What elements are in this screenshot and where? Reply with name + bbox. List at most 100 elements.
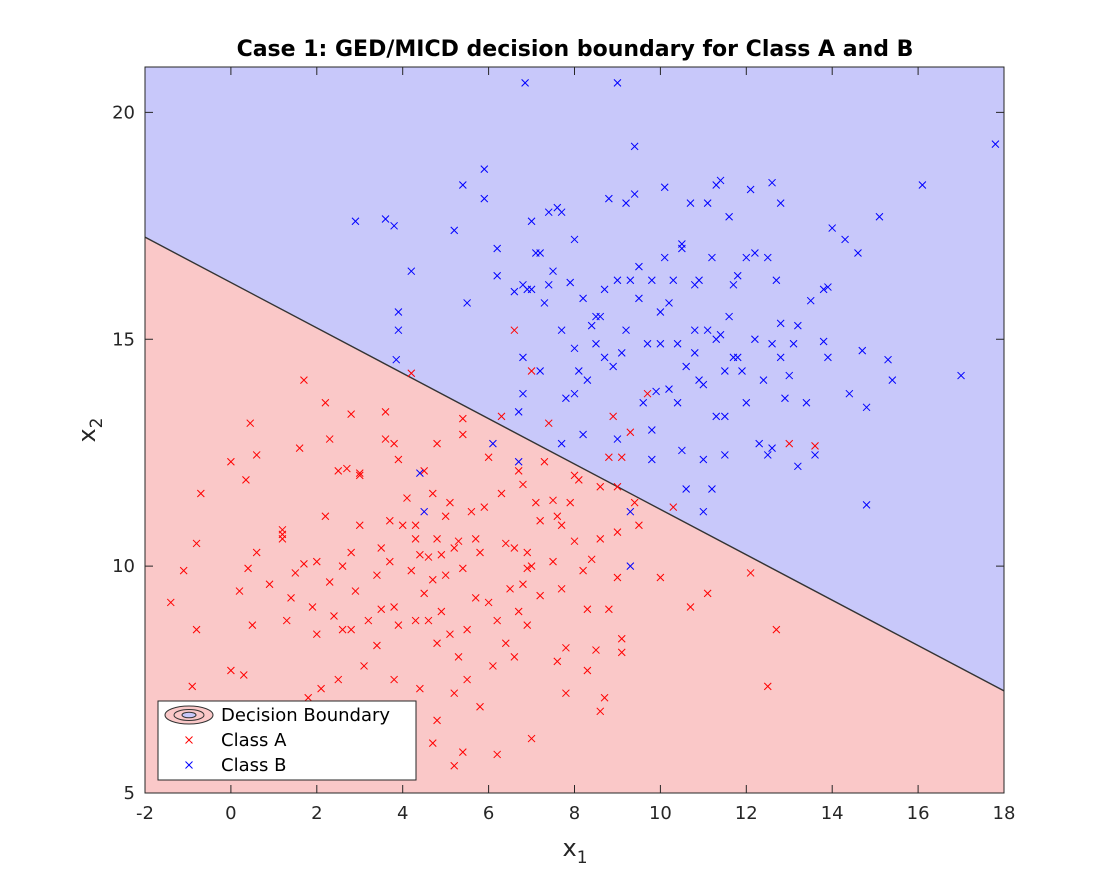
class-b-point bbox=[708, 253, 716, 262]
class-b-point bbox=[493, 244, 502, 253]
class-b-point bbox=[587, 321, 596, 330]
class-a-point bbox=[334, 466, 343, 475]
legend: Decision Boundary Class A Class B bbox=[157, 700, 417, 781]
class-a-point bbox=[385, 557, 394, 566]
class-a-point bbox=[458, 748, 467, 757]
class-b-point bbox=[776, 319, 785, 328]
class-a-point bbox=[484, 598, 493, 607]
class-b-point bbox=[768, 444, 776, 453]
class-b-point bbox=[751, 249, 759, 257]
class-a-point bbox=[373, 571, 381, 580]
class-b-point bbox=[703, 199, 712, 207]
class-b-point bbox=[854, 249, 862, 257]
class-b-point bbox=[519, 389, 527, 398]
class-b-point bbox=[600, 285, 609, 294]
class-a-point bbox=[493, 750, 502, 759]
x-tick-label: 8 bbox=[569, 803, 580, 824]
class-a-point bbox=[428, 489, 437, 498]
class-a-point bbox=[617, 634, 626, 643]
class-a-point bbox=[454, 537, 463, 546]
class-b-point bbox=[609, 362, 618, 371]
class-a-point bbox=[613, 528, 622, 536]
class-b-point bbox=[579, 294, 587, 303]
class-b-point bbox=[768, 339, 776, 348]
class-a-point bbox=[347, 625, 356, 634]
class-a-point bbox=[785, 439, 794, 448]
class-b-point bbox=[592, 339, 600, 348]
class-a-point bbox=[312, 557, 321, 566]
class-a-point bbox=[364, 616, 373, 625]
class-a-point bbox=[596, 707, 605, 716]
class-a-point bbox=[242, 476, 250, 484]
class-b-point bbox=[957, 371, 965, 380]
class-b-point bbox=[622, 199, 630, 207]
class-a-point bbox=[510, 326, 519, 335]
class-a-point bbox=[458, 430, 467, 439]
class-a-point bbox=[437, 607, 446, 616]
class-a-point bbox=[471, 594, 480, 602]
class-b-point bbox=[407, 267, 416, 276]
class-b-point bbox=[536, 367, 544, 375]
class-a-point bbox=[235, 587, 244, 595]
class-a-point bbox=[300, 376, 308, 384]
class-b-point bbox=[699, 455, 708, 464]
x-tick-label: 12 bbox=[735, 803, 758, 824]
class-b-point bbox=[991, 140, 1000, 148]
class-a-point bbox=[613, 573, 622, 582]
class-a-point bbox=[312, 630, 321, 639]
x-tick-label: 10 bbox=[649, 803, 672, 824]
class-a-point bbox=[248, 621, 257, 629]
x-tick-label: 6 bbox=[483, 803, 494, 824]
class-a-point bbox=[428, 739, 437, 747]
region-class-a bbox=[145, 237, 1004, 793]
class-a-point bbox=[527, 734, 536, 743]
class-b-point bbox=[716, 330, 725, 339]
plot-area: -2 0 2 4 6 8 10 12 14 16 18 5 10 15 20 bbox=[112, 66, 1016, 824]
class-b-point bbox=[738, 367, 746, 375]
class-a-point bbox=[763, 682, 772, 691]
x-tick-label: 18 bbox=[993, 803, 1016, 824]
class-b-point bbox=[647, 455, 656, 464]
class-a-point bbox=[523, 548, 532, 557]
class-a-point bbox=[390, 439, 398, 448]
class-b-point bbox=[390, 221, 398, 230]
class-b-point bbox=[699, 380, 708, 389]
class-a-point bbox=[570, 537, 579, 546]
class-a-point bbox=[450, 544, 459, 552]
class-a-point bbox=[398, 521, 407, 530]
class-b-point bbox=[630, 190, 639, 198]
class-b-point bbox=[416, 469, 424, 477]
decision-boundary-line bbox=[144, 236, 1005, 692]
class-a-point bbox=[343, 464, 351, 473]
legend-label-class-b: Class B bbox=[221, 755, 286, 776]
class-a-point bbox=[441, 571, 450, 580]
class-a-point bbox=[334, 675, 343, 684]
class-a-point bbox=[321, 512, 330, 521]
class-a-point bbox=[463, 675, 471, 684]
class-a-point bbox=[317, 684, 325, 693]
class-a-point bbox=[669, 503, 678, 511]
class-b-point bbox=[845, 389, 854, 398]
class-a-point bbox=[596, 482, 605, 491]
class-b-point bbox=[708, 485, 716, 493]
class-b-point bbox=[763, 451, 772, 459]
class-b-point bbox=[605, 194, 613, 203]
class-b-point bbox=[712, 412, 721, 421]
class-b-point bbox=[678, 446, 686, 455]
y-tick-label: 15 bbox=[112, 329, 135, 350]
class-b-point bbox=[789, 339, 798, 348]
class-b-point bbox=[875, 212, 884, 221]
class-b-point bbox=[733, 353, 742, 362]
class-a-point bbox=[390, 675, 398, 684]
class-b-point bbox=[665, 299, 673, 307]
class-b-point bbox=[570, 235, 579, 244]
class-a-point bbox=[510, 653, 519, 661]
class-a-point bbox=[519, 580, 527, 589]
class-a-point bbox=[441, 512, 450, 521]
class-b-point bbox=[613, 79, 622, 87]
class-a-point bbox=[424, 553, 433, 561]
class-a-point bbox=[196, 489, 205, 498]
class-a-point bbox=[411, 521, 420, 530]
class-a-point bbox=[351, 587, 360, 595]
class-b-point bbox=[557, 208, 566, 217]
